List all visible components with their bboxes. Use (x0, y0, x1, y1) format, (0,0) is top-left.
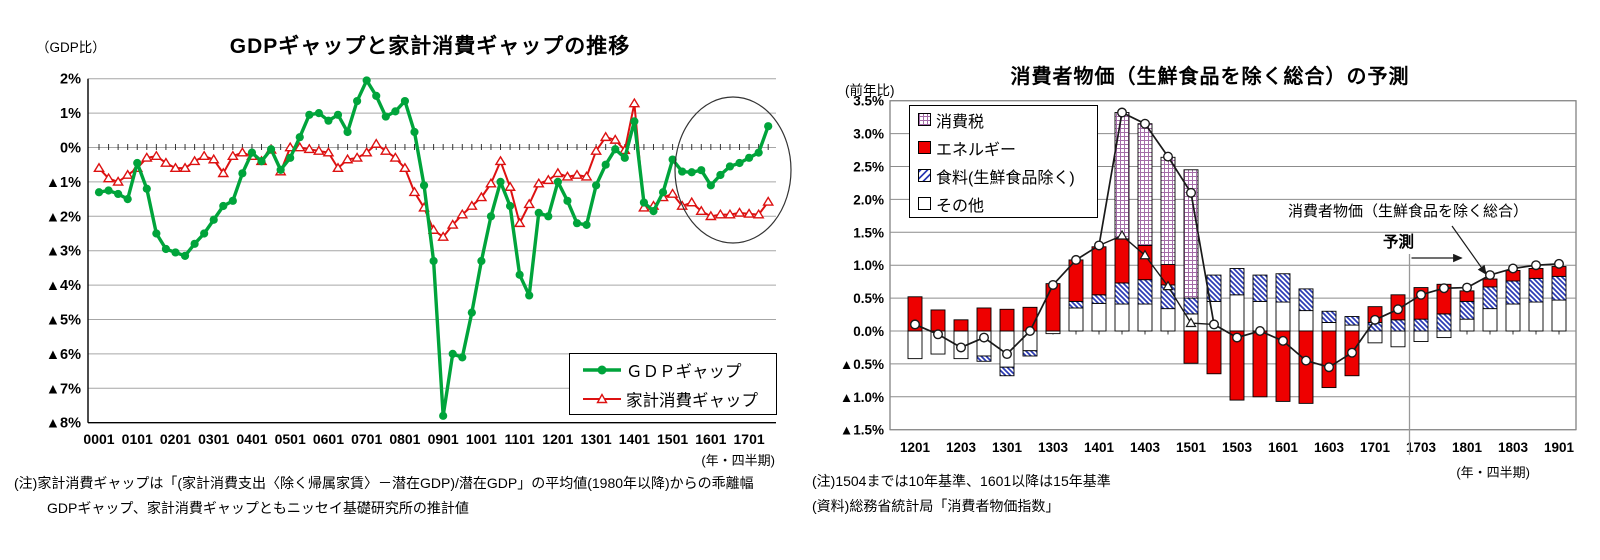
right-chart-note-1: (注)1504までは10年基準、1601以降は15年基準 (812, 473, 1111, 489)
svg-text:0301: 0301 (198, 431, 229, 447)
svg-text:0.5%: 0.5% (853, 291, 884, 306)
left-x-axis-caption: (年・四半期) (701, 453, 775, 468)
legend-item-gdp-gap: ＧＤＰギャップ (570, 357, 776, 383)
svg-text:0901: 0901 (428, 431, 459, 447)
svg-text:0101: 0101 (122, 431, 153, 447)
svg-text:1603: 1603 (1314, 440, 1345, 455)
svg-text:▲0.5%: ▲0.5% (840, 357, 884, 372)
svg-text:1203: 1203 (946, 440, 977, 455)
svg-text:2%: 2% (60, 72, 81, 88)
svg-text:1301: 1301 (581, 431, 612, 447)
svg-text:1401: 1401 (1084, 440, 1115, 455)
svg-text:1403: 1403 (1130, 440, 1161, 455)
svg-text:3.0%: 3.0% (853, 127, 884, 142)
svg-text:▲1.5%: ▲1.5% (840, 423, 884, 438)
food-swatch-icon (918, 169, 931, 182)
cpi-line-annotation-label: 消費者物価（生鮮食品を除く総合） (1288, 203, 1529, 220)
svg-text:0%: 0% (60, 141, 81, 157)
svg-text:1001: 1001 (466, 431, 497, 447)
svg-text:▲4%: ▲4% (46, 278, 81, 294)
legend-label-energy: エネルギー (936, 141, 1017, 159)
svg-text:2.0%: 2.0% (853, 192, 884, 207)
svg-text:0701: 0701 (351, 431, 382, 447)
svg-text:1601: 1601 (695, 431, 726, 447)
svg-text:1301: 1301 (992, 440, 1023, 455)
right-x-axis-caption: (年・四半期) (1456, 465, 1530, 480)
svg-text:1201: 1201 (900, 440, 931, 455)
legend-label-food: 食料(生鮮食品除く) (936, 169, 1075, 187)
left-chart-note-1: (注)家計消費ギャップは「(家計消費支出〈除く帰属家賃〉－潜在GDP)/潜在GD… (14, 475, 754, 491)
legend-item-consumption-tax: 消費税 (918, 106, 1097, 133)
svg-text:▲6%: ▲6% (46, 347, 81, 363)
right-chart-note-2: (資料)総務省統計局「消費者物価指数」 (812, 498, 1060, 514)
svg-text:1%: 1% (60, 106, 81, 122)
left-axis-unit-label: （GDP比） (36, 40, 106, 55)
svg-text:1803: 1803 (1498, 440, 1529, 455)
left-chart-title: GDPギャップと家計消費ギャップの推移 (229, 35, 631, 58)
forecast-annotation-label: 予測 (1383, 234, 1415, 251)
right-axis-unit-label: (前年比) (845, 83, 895, 98)
right-chart-legend: 消費税 エネルギー 食料(生鮮食品除く) その他 (909, 105, 1098, 218)
right-chart-title: 消費者物価（生鮮食品を除く総合）の予測 (1010, 66, 1410, 88)
legend-label-consumption-tax: 消費税 (936, 113, 985, 131)
legend-label-consumption-gap: 家計消費ギャップ (626, 391, 758, 410)
left-chart-legend: ＧＤＰギャップ 家計消費ギャップ (569, 353, 777, 415)
other-swatch-icon (918, 197, 931, 210)
legend-item-energy: エネルギー (918, 134, 1097, 161)
left-chart-note-2: GDPギャップ、家計消費ギャップともニッセイ基礎研究所の推計値 (47, 500, 469, 516)
svg-text:1901: 1901 (1544, 440, 1575, 455)
svg-text:1201: 1201 (542, 431, 573, 447)
svg-text:1501: 1501 (657, 431, 688, 447)
svg-text:1401: 1401 (619, 431, 650, 447)
svg-text:1701: 1701 (734, 431, 765, 447)
svg-text:1801: 1801 (1452, 440, 1483, 455)
legend-item-other: その他 (918, 190, 1097, 217)
svg-text:1101: 1101 (504, 431, 535, 447)
legend-item-consumption-gap: 家計消費ギャップ (570, 386, 776, 412)
svg-text:0.0%: 0.0% (853, 324, 884, 339)
consumption-gap-line-sample-icon (583, 392, 621, 403)
svg-text:1503: 1503 (1222, 440, 1253, 455)
svg-text:▲1%: ▲1% (46, 175, 81, 191)
svg-text:1.0%: 1.0% (853, 258, 884, 273)
svg-text:▲1.0%: ▲1.0% (840, 390, 884, 405)
svg-text:0201: 0201 (160, 431, 191, 447)
svg-text:0401: 0401 (236, 431, 267, 447)
svg-text:0801: 0801 (389, 431, 420, 447)
consumption-tax-swatch-icon (918, 113, 931, 126)
svg-text:0501: 0501 (275, 431, 306, 447)
svg-text:1.5%: 1.5% (853, 225, 884, 240)
gdp-gap-line-sample-icon (583, 365, 621, 374)
svg-text:1303: 1303 (1038, 440, 1069, 455)
svg-text:1601: 1601 (1268, 440, 1299, 455)
svg-text:1701: 1701 (1360, 440, 1391, 455)
legend-label-gdp-gap: ＧＤＰギャップ (626, 362, 742, 381)
svg-text:2.5%: 2.5% (853, 160, 884, 175)
svg-text:▲3%: ▲3% (46, 244, 81, 260)
svg-text:▲2%: ▲2% (46, 209, 81, 225)
svg-text:1703: 1703 (1406, 440, 1437, 455)
legend-item-food: 食料(生鮮食品除く) (918, 162, 1097, 189)
energy-swatch-icon (918, 141, 931, 154)
svg-text:0001: 0001 (83, 431, 114, 447)
svg-text:1501: 1501 (1176, 440, 1207, 455)
svg-text:0601: 0601 (313, 431, 344, 447)
svg-text:▲8%: ▲8% (46, 416, 81, 432)
svg-text:▲5%: ▲5% (46, 313, 81, 329)
svg-text:▲7%: ▲7% (46, 381, 81, 397)
legend-label-other: その他 (936, 197, 985, 215)
